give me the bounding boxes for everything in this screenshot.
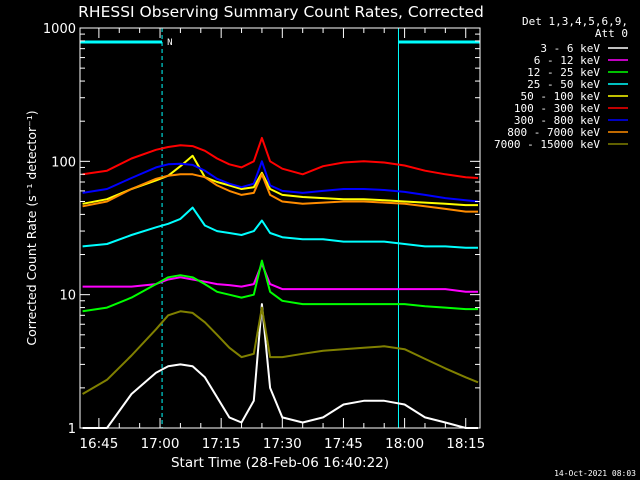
x-tick-label: 17:15	[202, 436, 241, 452]
series-group	[82, 136, 479, 429]
series-line	[82, 206, 478, 249]
legend-header: Det 1,3,4,5,6,9,	[522, 15, 628, 28]
plot-frame	[79, 27, 481, 429]
legend-header: Att 0	[595, 27, 628, 40]
x-axis-label: Start Time (28-Feb-06 16:40:22)	[171, 455, 389, 471]
legend-label: 12 - 25 keV	[527, 66, 600, 79]
legend-label: 3 - 6 keV	[540, 42, 600, 55]
chart-title: RHESSI Observing Summary Count Rates, Co…	[78, 3, 484, 21]
legend-label: 6 - 12 keV	[534, 54, 601, 67]
series-line	[82, 136, 479, 179]
x-tick-label: 16:45	[79, 436, 118, 452]
series-line	[82, 306, 479, 395]
legend-label: 300 - 800 keV	[514, 114, 600, 127]
series-line	[82, 303, 478, 429]
x-tick-label: 18:00	[385, 436, 424, 452]
y-tick-label: 1	[68, 422, 76, 437]
series-line	[82, 259, 478, 313]
axes	[79, 27, 481, 429]
x-tick-label: 17:00	[141, 436, 180, 452]
legend-label: 25 - 50 keV	[527, 78, 600, 91]
x-tick-label: 18:15	[446, 436, 485, 452]
footer-date: 14-Oct-2021 08:03	[554, 469, 636, 478]
y-tick-label: 10	[59, 289, 76, 304]
x-tick-label: 17:30	[263, 436, 302, 452]
series-line	[82, 173, 478, 213]
y-tick-label: 100	[51, 155, 76, 170]
y-axis-label: Corrected Count Rate (s⁻¹ detector⁻¹)	[24, 110, 39, 345]
y-tick-label: 1000	[43, 22, 76, 37]
night-label: N	[167, 38, 172, 48]
tick-labels: 1 10 100 1000 16:45 17:00 17:15 17:30 17:45 18:00…	[43, 22, 485, 452]
legend-label: 50 - 100 keV	[521, 90, 601, 103]
x-tick-label: 17:45	[324, 436, 363, 452]
series-line	[82, 160, 479, 203]
legend-label: 7000 - 15000 keV	[494, 138, 600, 151]
legend-label: 100 - 300 keV	[514, 102, 600, 115]
legend-label: 800 - 7000 keV	[507, 126, 600, 139]
